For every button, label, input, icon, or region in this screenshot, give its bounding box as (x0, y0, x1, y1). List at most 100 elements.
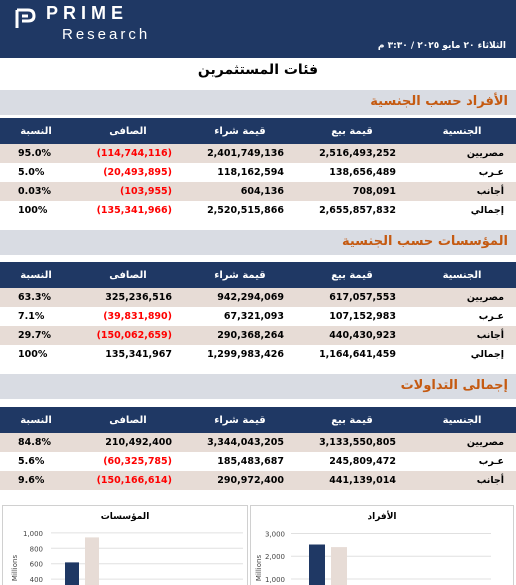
nationality-cell: أجانب (408, 326, 516, 345)
col-sell: قيمة بيع (296, 407, 408, 433)
ratio-cell: 29.7% (0, 326, 72, 345)
col-sell: قيمة بيع (296, 118, 408, 144)
individuals-chart: الأفراد 3,000 2,000 1,000 Millions (250, 505, 514, 585)
ratio-cell: 5.6% (18, 456, 45, 467)
buy-cell: 604,136 (184, 182, 296, 201)
totals-table: النسبة الصافى قيمة شراء قيمة بيع الجنسية… (0, 407, 516, 490)
buy-cell: 2,520,515,866 (207, 205, 284, 216)
brand-subtitle: Research (62, 26, 151, 43)
table-row: 29.7% (150,062,659) 290,368,264 440,430,… (0, 326, 516, 345)
col-nationality: الجنسية (408, 118, 516, 144)
net-cell: (60,325,785) (103, 456, 172, 467)
table-row: 5.0% (20,493,895) 118,162,594 138,656,48… (0, 163, 516, 182)
ratio-cell: 7.1% (18, 311, 45, 322)
col-nationality: الجنسية (408, 262, 516, 288)
buy-cell: 118,162,594 (217, 167, 284, 178)
bar (65, 562, 79, 585)
sell-cell: 1,164,641,459 (319, 349, 396, 360)
section-band-totals: إجمالى التداولات (0, 374, 516, 399)
sell-cell: 708,091 (296, 182, 408, 201)
bar (331, 547, 347, 585)
table-row: 0.03% (103,955) 604,136 708,091 أجانب (0, 182, 516, 201)
buy-cell: 67,321,093 (223, 311, 284, 322)
table-row: 63.3% 325,236,516 942,294,069 617,057,55… (0, 288, 516, 307)
net-cell: (150,166,614) (72, 471, 184, 490)
report-date: الثلاثاء ٢٠ مايو ٢٠٢٥ / ٣:٣٠ م (377, 41, 506, 51)
nationality-cell: عـرب (478, 456, 504, 467)
net-cell: 210,492,400 (72, 433, 184, 452)
section-band-institutions: المؤسسات حسب الجنسية (0, 230, 516, 255)
net-cell: (39,831,890) (103, 311, 172, 322)
table-row: 7.1% (39,831,890) 67,321,093 107,152,983… (0, 307, 516, 326)
nationality-cell: إجمالي (470, 349, 504, 360)
nationality-cell: مصريين (408, 433, 516, 452)
net-cell: 135,341,967 (105, 349, 172, 360)
buy-cell: 290,972,400 (184, 471, 296, 490)
table-header-row: النسبة الصافى قيمة شراء قيمة بيع الجنسية (0, 118, 516, 144)
col-ratio: النسبة (0, 262, 72, 288)
tick-label: 2,000 (265, 553, 285, 561)
net-cell: (20,493,895) (103, 167, 172, 178)
bar (309, 544, 325, 585)
section-title: إجمالى التداولات (400, 378, 508, 393)
col-ratio: النسبة (0, 118, 72, 144)
col-nationality: الجنسية (408, 407, 516, 433)
report-header: PRIME Research الثلاثاء ٢٠ مايو ٢٠٢٥ / ٣… (0, 0, 516, 58)
net-cell: (150,062,659) (72, 326, 184, 345)
col-sell: قيمة بيع (296, 262, 408, 288)
y-axis-label: Millions (255, 555, 263, 582)
sell-cell: 3,133,550,805 (296, 433, 408, 452)
table-header-row: النسبة الصافى قيمة شراء قيمة بيع الجنسية (0, 407, 516, 433)
prime-logo-icon (15, 8, 36, 28)
nationality-cell: عـرب (478, 311, 504, 322)
section-title: المؤسسات حسب الجنسية (341, 234, 508, 249)
tick-label: 600 (30, 561, 43, 569)
buy-cell: 942,294,069 (184, 288, 296, 307)
tick-label: 800 (30, 545, 43, 553)
sell-cell: 440,430,923 (296, 326, 408, 345)
sell-cell: 245,809,472 (329, 456, 396, 467)
ratio-cell: 9.6% (0, 471, 72, 490)
col-ratio: النسبة (0, 407, 72, 433)
table-total-row: 100% (135,341,966) 2,520,515,866 2,655,8… (0, 201, 516, 220)
tick-label: 3,000 (265, 531, 285, 539)
bar (85, 537, 99, 585)
institutions-chart-plot: 1,000 800 600 400 Millions (11, 530, 243, 585)
net-cell: (103,955) (72, 182, 184, 201)
section-title: الأفراد حسب الجنسية (370, 94, 508, 109)
sell-cell: 2,516,493,252 (296, 144, 408, 163)
ratio-cell: 95.0% (0, 144, 72, 163)
sell-cell: 2,655,857,832 (319, 205, 396, 216)
buy-cell: 3,344,043,205 (184, 433, 296, 452)
col-net: الصافى (72, 118, 184, 144)
table-total-row: 100% 135,341,967 1,299,983,426 1,164,641… (0, 345, 516, 364)
y-axis-label: Millions (11, 555, 19, 582)
tick-label: 400 (30, 576, 43, 584)
buy-cell: 290,368,264 (184, 326, 296, 345)
nationality-cell: إجمالي (470, 205, 504, 216)
col-buy: قيمة شراء (184, 118, 296, 144)
net-cell: (135,341,966) (96, 205, 172, 216)
net-cell: (114,744,116) (72, 144, 184, 163)
brand-name: PRIME (46, 3, 129, 23)
individuals-table: النسبة الصافى قيمة شراء قيمة بيع الجنسية… (0, 118, 516, 220)
col-net: الصافى (72, 407, 184, 433)
buy-cell: 1,299,983,426 (207, 349, 284, 360)
ratio-cell: 84.8% (0, 433, 72, 452)
sell-cell: 138,656,489 (329, 167, 396, 178)
nationality-cell: عـرب (478, 167, 504, 178)
nationality-cell: مصريين (408, 144, 516, 163)
page-title: فئات المستثمرين (197, 62, 319, 78)
buy-cell: 185,483,687 (217, 456, 284, 467)
net-cell: 325,236,516 (72, 288, 184, 307)
sell-cell: 617,057,553 (296, 288, 408, 307)
ratio-cell: 100% (18, 205, 48, 216)
col-buy: قيمة شراء (184, 262, 296, 288)
section-band-individuals: الأفراد حسب الجنسية (0, 90, 516, 115)
table-row: 9.6% (150,166,614) 290,972,400 441,139,0… (0, 471, 516, 490)
nationality-cell: أجانب (408, 471, 516, 490)
nationality-cell: أجانب (408, 182, 516, 201)
tick-label: 1,000 (23, 530, 43, 538)
ratio-cell: 5.0% (18, 167, 45, 178)
